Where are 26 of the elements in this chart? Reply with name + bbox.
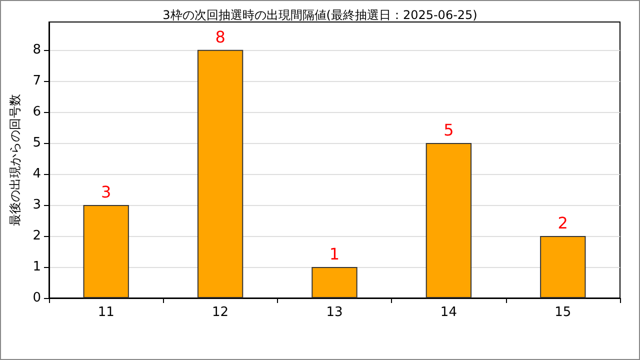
bar (83, 204, 129, 298)
data-label: 2 (558, 213, 568, 232)
bar (540, 236, 586, 298)
y-tick-label: 5 (32, 135, 41, 150)
x-tick-label: 12 (212, 305, 229, 320)
y-tick-label: 7 (32, 73, 41, 88)
y-tick-label: 8 (32, 42, 41, 58)
y-tick-label: 0 (32, 290, 41, 306)
x-tick-label: 11 (98, 305, 114, 320)
y-axis-title: 最後の出現からの回号数 (8, 94, 22, 226)
y-tick-label: 4 (32, 166, 41, 182)
x-tick-label: 15 (554, 305, 572, 320)
data-label: 8 (215, 27, 226, 46)
data-label: 1 (329, 244, 340, 264)
x-tick-label: 14 (440, 305, 457, 320)
y-tick-label: 3 (32, 197, 41, 212)
bar (426, 142, 472, 298)
chart-title: 3枠の次回抽選時の出現間隔値(最終抽選日：2025-06-25) (162, 8, 478, 22)
bar (312, 266, 358, 298)
y-tick-label: 1 (32, 259, 41, 274)
bar (197, 50, 244, 298)
y-tick-label: 2 (32, 228, 41, 244)
y-tick-label: 6 (32, 104, 41, 120)
x-tick-label: 13 (326, 305, 343, 320)
data-label: 5 (444, 120, 454, 140)
data-label: 3 (101, 182, 112, 202)
